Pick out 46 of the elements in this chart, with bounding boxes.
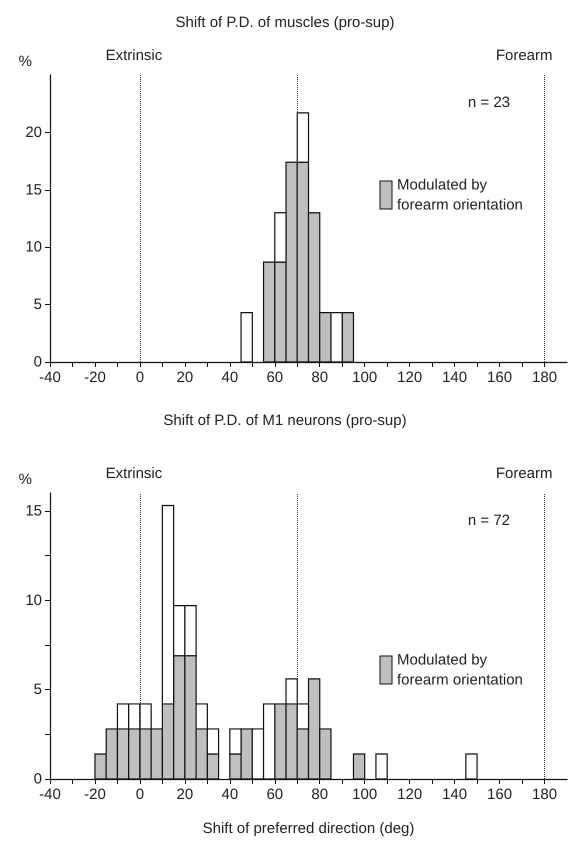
x-tick-label: 120 — [397, 369, 422, 386]
chart-title: Shift of P.D. of M1 neurons (pro-sup) — [163, 412, 407, 429]
x-axis-title: Shift of preferred direction (deg) — [202, 820, 414, 837]
legend-label: Modulated by forearm orientation — [397, 176, 523, 214]
x-tick-label: 180 — [532, 786, 558, 803]
legend-label: Modulated by forearm orientation — [397, 652, 523, 688]
chart-title: Shift of P.D. of muscles (pro-sup) — [176, 14, 394, 31]
x-tick-label: 60 — [266, 369, 284, 386]
x-tick-label: 40 — [221, 786, 238, 803]
y-tick-label: 0 — [34, 354, 42, 370]
ref-line-label: Extrinsic — [106, 465, 163, 482]
y-axis-title: % — [18, 471, 32, 488]
ref-line-label: Forearm — [496, 465, 553, 482]
y-tick-label: 10 — [25, 238, 42, 256]
y-tick-label: 5 — [34, 681, 42, 698]
x-tick-label: 100 — [352, 369, 378, 386]
x-tick-label: 20 — [176, 369, 194, 386]
x-tick-label: -20 — [84, 786, 106, 803]
y-tick-label: 0 — [34, 770, 42, 788]
ref-line-label: Extrinsic — [106, 47, 163, 64]
y-tick-label: 15 — [25, 181, 42, 198]
y-tick-label: 5 — [34, 296, 42, 314]
x-tick-label: -20 — [84, 369, 106, 386]
x-tick-label: 80 — [311, 786, 328, 803]
y-tick-label: 10 — [25, 592, 42, 609]
x-tick-label: 100 — [352, 786, 378, 803]
x-tick-label: 120 — [397, 786, 422, 803]
x-tick-label: 0 — [136, 369, 144, 386]
x-tick-label: 60 — [266, 786, 284, 803]
annotation: n = 72 — [468, 512, 510, 529]
ref-line-label: Forearm — [496, 47, 553, 64]
y-tick-label: 20 — [25, 124, 42, 141]
x-tick-label: 80 — [311, 369, 328, 386]
x-tick-label: 20 — [176, 786, 194, 803]
x-tick-label: -40 — [39, 786, 61, 803]
x-tick-label: 0 — [136, 786, 144, 803]
y-tick-label: 15 — [25, 502, 42, 520]
x-tick-label: 160 — [487, 369, 512, 386]
y-axis-title: % — [18, 53, 32, 70]
x-tick-label: 160 — [487, 786, 512, 803]
x-tick-label: -40 — [39, 369, 61, 386]
x-tick-label: 140 — [442, 786, 468, 803]
annotation: n = 23 — [468, 94, 510, 111]
x-tick-label: 140 — [442, 369, 468, 386]
x-tick-label: 40 — [221, 369, 238, 386]
x-tick-label: 180 — [532, 369, 558, 386]
